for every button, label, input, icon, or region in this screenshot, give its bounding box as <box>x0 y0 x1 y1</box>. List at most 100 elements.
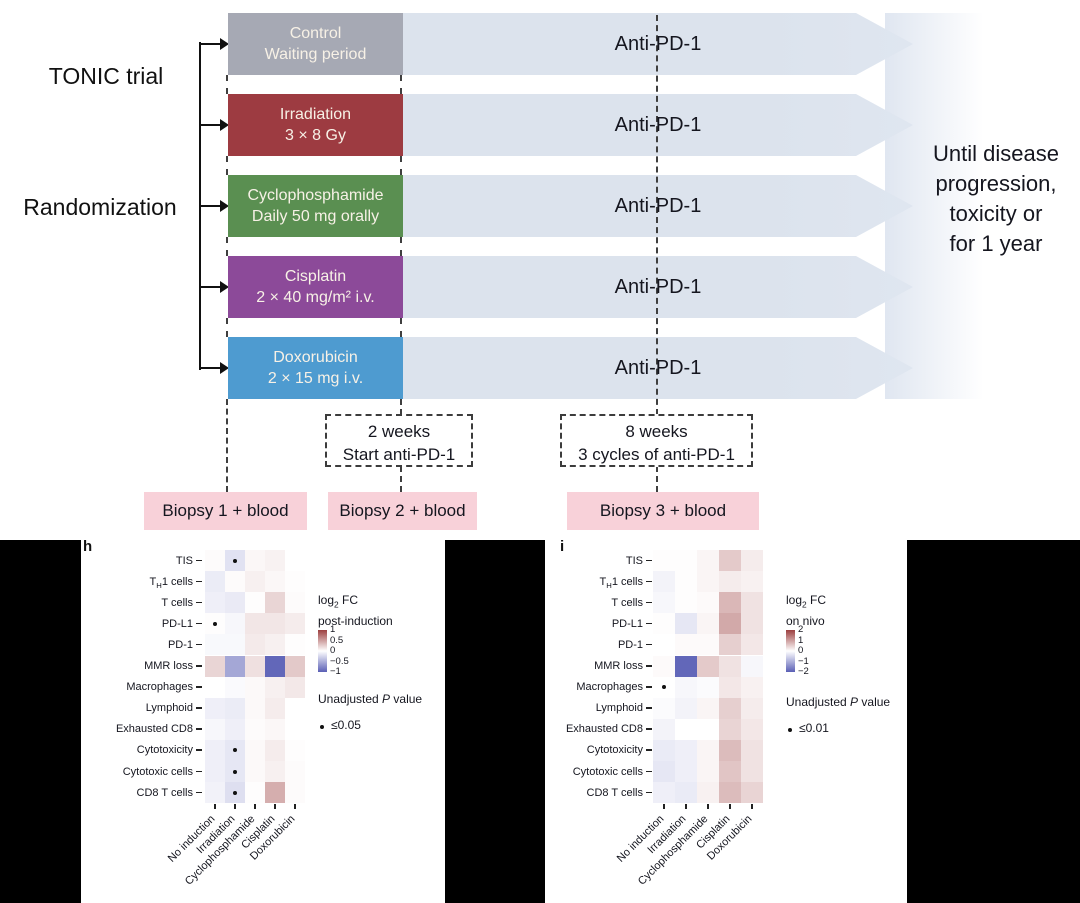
milestone-line: 8 weeks <box>625 422 688 441</box>
heatmap-cell <box>285 613 305 635</box>
heatmap-row-tick <box>196 580 202 583</box>
heatmap-cell <box>653 718 675 740</box>
panel-i-label: i <box>560 538 565 555</box>
timeline-dashed-line <box>656 466 658 492</box>
heatmap-cell <box>675 697 697 719</box>
heatmap-cell <box>719 676 741 698</box>
heatmap-cell <box>719 718 741 740</box>
timeline-dashed-line <box>400 75 402 94</box>
heatmap-cell <box>697 782 719 804</box>
legend-colorbar-tick: −2 <box>798 666 809 677</box>
heatmap-cell <box>205 550 225 572</box>
legend-pvalue-dot <box>320 725 324 729</box>
heatmap-col-tick <box>214 804 216 810</box>
outcome-line: toxicity or <box>949 201 1043 226</box>
heatmap-row-tick <box>196 622 202 625</box>
heatmap-cell <box>741 655 763 677</box>
heatmap-cell <box>245 718 265 740</box>
heatmap-cell <box>675 550 697 572</box>
heatmap-cell <box>225 634 245 656</box>
timeline-dashed-line <box>400 156 402 175</box>
heatmap-cell <box>719 782 741 804</box>
treatment-arm-name: Cisplatin <box>284 268 347 285</box>
significance-dot <box>662 685 666 690</box>
heatmap-col-tick <box>274 804 276 810</box>
treatment-arm-name: Control <box>289 25 342 42</box>
outcome-line: for 1 year <box>949 231 1043 256</box>
heatmap-cell <box>697 550 719 572</box>
heatmap-cell <box>741 761 763 783</box>
heatmap-cell <box>205 571 225 593</box>
heatmap-cell <box>285 718 305 740</box>
heatmap-row-tick <box>646 622 652 625</box>
heatmap-cell <box>675 676 697 698</box>
legend-colorbar-tick: 2 <box>798 624 804 635</box>
heatmap-cell <box>675 634 697 656</box>
heatmap-row-tick <box>196 770 202 773</box>
heatmap-cell <box>285 782 305 804</box>
anti-pd1-arrow-bar <box>403 337 913 399</box>
milestone-box-2-weeks: 2 weeks Start anti-PD-1 <box>325 414 473 467</box>
timeline-dashed-line <box>226 75 228 94</box>
heatmap-cell <box>225 697 245 719</box>
treatment-arm-dose: 3 × 8 Gy <box>285 127 346 144</box>
black-bar-middle <box>445 540 545 903</box>
heatmap-cell <box>653 571 675 593</box>
black-bar-left <box>0 540 81 903</box>
heatmap-row-tick <box>646 559 652 562</box>
heatmap-cell <box>245 761 265 783</box>
milestone-line: Start anti-PD-1 <box>342 445 456 464</box>
treatment-arm-dose: 2 × 15 mg i.v. <box>267 370 364 387</box>
legend-colorbar-tick: 0.5 <box>330 634 344 646</box>
heatmap-cell <box>205 634 225 656</box>
heatmap-cell <box>675 655 697 677</box>
treatment-arm-box: Cyclophosphamide Daily 50 mg orally <box>228 175 403 237</box>
heatmap-row-tick <box>196 643 202 646</box>
heatmap-cell <box>285 655 305 677</box>
heatmap-cell <box>285 676 305 698</box>
heatmap-cell <box>265 571 285 593</box>
heatmap-cell <box>719 697 741 719</box>
heatmap-cell <box>225 592 245 614</box>
heatmap-cell <box>225 571 245 593</box>
heatmap-col-tick <box>663 804 665 810</box>
heatmap-cell <box>697 613 719 635</box>
heatmap-cell <box>205 676 225 698</box>
heatmap-cell <box>697 655 719 677</box>
randomization-label: Randomization <box>23 194 177 220</box>
heatmap-cell <box>265 613 285 635</box>
heatmap-cell <box>719 613 741 635</box>
heatmap-cell <box>245 782 265 804</box>
randomization-arrow <box>200 367 221 369</box>
heatmap-col-tick <box>294 804 296 810</box>
outcome-text: Until disease progression, toxicity or f… <box>912 139 1080 259</box>
timeline-dashed-line <box>226 156 228 175</box>
heatmap-cell <box>675 739 697 761</box>
heatmap-row-label: PD-1 <box>617 638 643 651</box>
anti-pd1-arrow-bar <box>403 13 913 75</box>
heatmap-row-label: Cytotoxicity <box>136 744 193 757</box>
heatmap-row-tick <box>196 601 202 604</box>
heatmap-cell <box>265 697 285 719</box>
heatmap-cell <box>205 739 225 761</box>
heatmap-cell <box>653 550 675 572</box>
heatmap-cell <box>285 592 305 614</box>
heatmap-row-tick <box>196 707 202 709</box>
treatment-arm-box: Doxorubicin 2 × 15 mg i.v. <box>228 337 403 399</box>
heatmap-row-tick <box>196 749 202 751</box>
heatmap-cell <box>741 782 763 804</box>
timeline-dashed-line <box>400 237 402 256</box>
heatmap-row-label: T cells <box>161 596 193 609</box>
heatmap-row-label: PD-L1 <box>611 617 643 630</box>
anti-pd1-label: Anti-PD-1 <box>614 113 702 136</box>
legend-colorbar <box>318 630 327 672</box>
heatmap-col-tick <box>685 804 687 810</box>
significance-dot <box>233 790 237 795</box>
heatmap-cell <box>245 697 265 719</box>
heatmap-cell <box>265 676 285 698</box>
heatmap-cell <box>653 634 675 656</box>
significance-dot <box>213 621 217 626</box>
heatmap-cell <box>285 571 305 593</box>
heatmap-row-tick <box>196 559 202 562</box>
